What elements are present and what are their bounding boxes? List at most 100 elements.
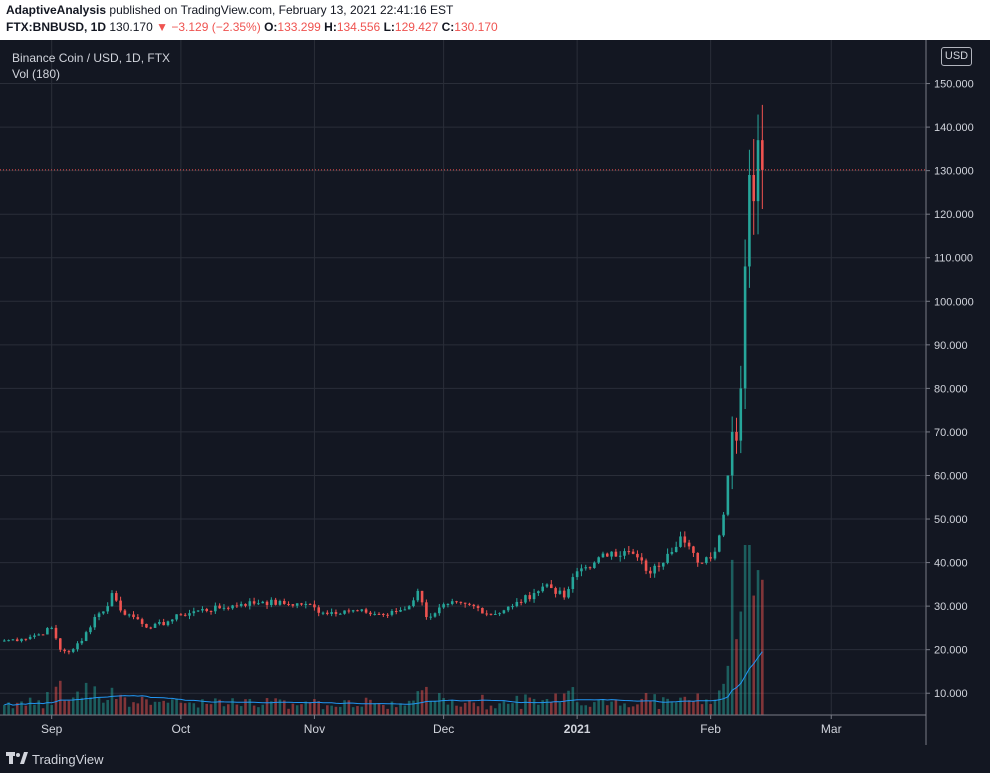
volume-bar	[442, 698, 445, 715]
candle	[149, 626, 153, 630]
volume-bar	[692, 701, 695, 715]
y-tick-label: 60.000	[934, 470, 968, 482]
candle-body	[545, 584, 549, 587]
candle	[679, 531, 682, 548]
candle	[700, 562, 704, 565]
y-tick-label: 50.000	[934, 514, 968, 526]
volume-bar	[519, 708, 523, 715]
candle	[33, 633, 36, 639]
candle-body	[11, 639, 15, 641]
candle-body	[571, 577, 575, 590]
candle-body	[661, 562, 665, 567]
candle-body	[519, 601, 523, 603]
footer-brand[interactable]: TradingView	[32, 752, 104, 767]
chart-frame[interactable]: 10.000 20.000 30.000 40.000 50.000 60.000 70.0…	[0, 40, 990, 745]
volume-bar	[183, 703, 187, 715]
volume-bar	[709, 704, 712, 715]
candle-body	[106, 606, 109, 612]
candle	[649, 567, 652, 578]
volume-bar	[205, 703, 209, 715]
candle-body	[476, 606, 480, 608]
volume-bar	[364, 697, 368, 715]
candle	[205, 607, 209, 613]
candle-body	[282, 600, 286, 604]
tradingview-logo-icon	[6, 752, 28, 764]
candle-body	[653, 565, 656, 574]
volume-bar	[106, 699, 109, 715]
candle	[554, 586, 557, 598]
candle	[356, 609, 359, 612]
x-tick-label: Nov	[304, 722, 325, 736]
candle-body	[84, 632, 88, 641]
volume-legend[interactable]: Vol (180)	[12, 67, 61, 81]
candle-body	[270, 599, 273, 606]
candle	[442, 602, 445, 609]
candle	[726, 475, 730, 517]
candle-body	[438, 607, 441, 614]
candle	[450, 598, 454, 606]
candle	[717, 534, 721, 553]
candle	[136, 614, 140, 620]
candle	[15, 637, 19, 642]
x-tick-label: 2021	[564, 722, 591, 736]
candle	[235, 602, 239, 609]
volume-bar	[231, 698, 234, 715]
candle	[59, 637, 62, 653]
candle	[476, 604, 480, 612]
candle	[257, 599, 260, 606]
symbol-legend[interactable]: Binance Coin / USD, 1D, FTX	[12, 51, 171, 65]
candle	[705, 556, 708, 565]
volume-bar	[722, 683, 725, 715]
candle-body	[93, 617, 97, 628]
volume-bar	[317, 701, 321, 715]
volume-bar	[287, 708, 290, 715]
price-axis[interactable]: 10.000 20.000 30.000 40.000 50.000 60.000 70.0…	[925, 40, 974, 745]
volume-bar	[175, 698, 178, 715]
currency-badge[interactable]: USD	[941, 47, 972, 66]
candle-body	[481, 607, 484, 614]
price-chart[interactable]: 10.000 20.000 30.000 40.000 50.000 60.000 70.0…	[0, 40, 990, 745]
candle-body	[575, 571, 579, 578]
volume-bar	[63, 700, 66, 715]
volume-bar	[502, 701, 506, 715]
open-label: O:	[264, 20, 278, 34]
volume-bar	[132, 702, 135, 715]
chart-legend: Binance Coin / USD, 1D, FTX Vol (180)	[12, 51, 170, 83]
candle-body	[468, 603, 471, 605]
time-axis[interactable]: Sep Oct Nov Dec 2021 Feb Mar	[0, 714, 926, 736]
candle-body	[528, 595, 532, 600]
candle	[407, 605, 411, 610]
volume-bar	[571, 687, 575, 715]
candle-body	[649, 570, 652, 574]
candle	[571, 573, 575, 593]
candle	[455, 600, 458, 604]
candle-body	[377, 613, 381, 615]
author-name[interactable]: AdaptiveAnalysis	[6, 3, 107, 17]
candle-body	[334, 612, 338, 614]
volume-bar	[394, 707, 398, 715]
volume-bar	[252, 705, 256, 715]
volume-bar	[610, 701, 613, 715]
candle-body	[67, 651, 71, 653]
x-tick-label: Sep	[41, 722, 63, 736]
candle	[438, 603, 441, 616]
candle-body	[50, 627, 53, 629]
candle-body	[123, 610, 127, 615]
candle-body	[494, 613, 497, 615]
volume-bar	[326, 705, 329, 715]
publication-line: AdaptiveAnalysis published on TradingVie…	[6, 3, 453, 17]
volume-bar	[472, 702, 476, 715]
candle-body	[450, 601, 454, 604]
candle-body	[485, 613, 488, 615]
candle-body	[687, 542, 691, 547]
candle-body	[140, 619, 144, 624]
candle-body	[679, 536, 682, 547]
candle	[278, 599, 282, 606]
low-label: L:	[383, 20, 395, 34]
volume-bar	[257, 707, 260, 715]
candle-body	[226, 607, 230, 609]
volume-bar	[618, 705, 622, 715]
candle-body	[33, 635, 36, 637]
volume-bar	[270, 701, 273, 715]
candle-body	[726, 475, 730, 515]
